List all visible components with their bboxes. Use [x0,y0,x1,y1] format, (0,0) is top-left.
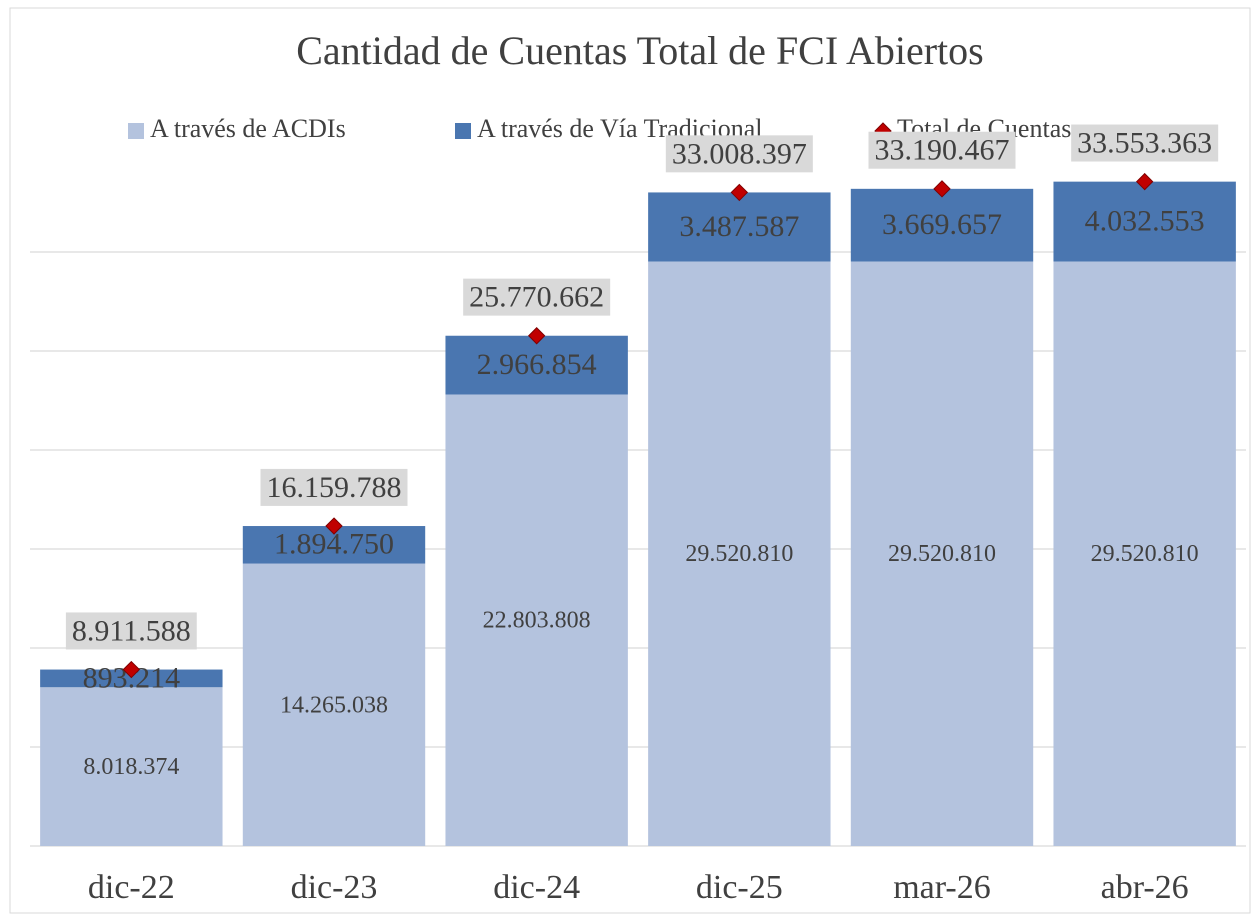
bar-segment [648,261,831,846]
segment-label: 29.520.810 [1091,541,1199,567]
total-label: 25.770.662 [469,281,604,314]
total-label: 33.008.397 [672,137,807,170]
bar-segment [648,192,831,262]
segment-label: 3.487.587 [679,210,799,243]
segment-label: 29.520.810 [888,541,996,567]
total-label-box [868,131,1016,169]
total-label-box [1071,124,1219,162]
legend-label: A través de ACDIs [150,114,346,143]
x-tick-label: abr-26 [1101,869,1189,906]
x-tick-label: dic-25 [696,869,783,906]
segment-label: 29.520.810 [685,541,793,567]
total-label: 33.553.363 [1077,127,1212,160]
segment-label: 8.018.374 [83,754,179,780]
bar-segment [40,669,223,688]
bar-segment [242,563,426,846]
segment-label: 3.669.657 [882,208,1002,241]
total-label-box [260,468,408,506]
total-marker [325,517,343,535]
bar-segment [445,335,628,395]
x-tick-label: dic-22 [88,869,175,906]
segment-label: 14.265.038 [280,692,388,718]
total-label: 16.159.788 [267,471,402,504]
x-tick-label: dic-24 [493,869,580,906]
segment-label: 22.803.808 [483,608,591,634]
segment-label: 4.032.553 [1085,204,1205,237]
total-marker [1135,172,1154,191]
total-label: 8.911.588 [72,614,191,647]
total-label: 33.190.467 [875,134,1010,167]
total-label-box [463,278,611,316]
total-label-box [665,135,813,173]
bar-segment [1053,261,1236,846]
bar-segment [1053,181,1236,262]
bar-segment [850,188,1034,262]
total-label-box [65,612,197,650]
bar-segment [445,394,628,846]
chart-title: Cantidad de Cuentas Total de FCI Abierto… [296,28,983,73]
total-marker [122,660,141,679]
total-marker [527,327,546,345]
bar-segment [850,261,1034,846]
x-tick-label: mar-26 [893,869,991,906]
bar-segment [40,687,223,846]
segment-label: 2.966.854 [477,348,597,381]
legend-swatch [455,123,471,139]
total-marker [933,180,951,198]
legend-swatch [128,123,144,139]
total-marker [730,183,749,202]
x-tick-label: dic-23 [291,869,378,906]
